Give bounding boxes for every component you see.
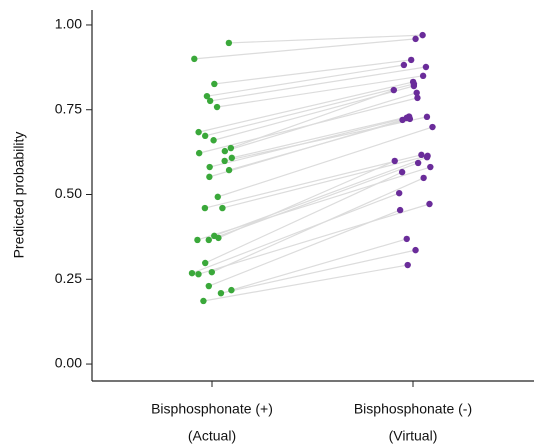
point xyxy=(213,103,221,111)
pair-line xyxy=(220,249,416,294)
point xyxy=(426,200,433,208)
y-tick-label: 0.75 xyxy=(55,100,82,116)
pair-line xyxy=(231,115,410,159)
pair-line xyxy=(208,209,401,287)
point xyxy=(221,157,228,165)
point xyxy=(398,168,406,176)
pair-line xyxy=(203,264,408,302)
point xyxy=(410,82,418,90)
x-tick-sublabel: (Virtual) xyxy=(389,428,438,444)
point xyxy=(195,149,203,157)
point xyxy=(414,159,422,167)
point xyxy=(210,137,217,144)
pair-line xyxy=(199,97,418,154)
point xyxy=(203,92,211,100)
point xyxy=(399,116,406,124)
point xyxy=(407,56,415,64)
point xyxy=(419,72,427,80)
point xyxy=(202,259,209,267)
point xyxy=(225,39,233,47)
pair-line xyxy=(205,83,415,137)
point xyxy=(414,94,421,102)
pair-line xyxy=(222,155,428,209)
point xyxy=(208,268,216,276)
point xyxy=(188,269,196,277)
point xyxy=(206,173,213,181)
pair-line xyxy=(191,192,400,274)
point xyxy=(390,86,397,94)
point xyxy=(205,282,213,290)
point xyxy=(406,115,414,123)
point xyxy=(211,80,218,88)
point xyxy=(422,63,430,71)
pair-line xyxy=(209,119,403,178)
x-tick-sublabel: (Actual) xyxy=(188,428,236,444)
pair-line xyxy=(228,34,423,44)
point xyxy=(427,163,434,171)
point xyxy=(227,144,235,152)
point xyxy=(423,154,431,161)
point xyxy=(391,157,398,165)
y-axis-label: Predicted probability xyxy=(11,132,27,259)
pair-line xyxy=(210,66,427,102)
point xyxy=(228,154,236,162)
x-tick-label: Bisphosphonate (+) xyxy=(151,401,273,417)
pair-line xyxy=(204,154,422,209)
pair-line xyxy=(231,238,407,291)
point xyxy=(225,166,233,174)
pair-line xyxy=(217,126,433,198)
point xyxy=(420,174,427,182)
point xyxy=(191,55,198,63)
point xyxy=(400,61,408,69)
point xyxy=(205,236,212,244)
point xyxy=(206,97,214,105)
pair-line xyxy=(208,162,419,241)
point xyxy=(200,297,207,305)
pair-line xyxy=(194,38,416,60)
point xyxy=(404,261,411,269)
point xyxy=(396,206,404,214)
pair-line xyxy=(198,203,430,275)
pair-line xyxy=(214,59,412,85)
pair-line xyxy=(209,117,407,168)
point xyxy=(195,270,202,278)
point xyxy=(201,204,209,212)
point xyxy=(195,128,202,136)
point xyxy=(194,236,201,244)
point xyxy=(228,286,235,294)
x-tick-label: Bisphosphonate (-) xyxy=(354,401,472,417)
y-tick-label: 0.25 xyxy=(55,270,82,286)
point xyxy=(221,147,229,155)
y-tick-label: 0.50 xyxy=(55,185,82,201)
point xyxy=(395,189,403,197)
point xyxy=(429,123,436,131)
pair-line xyxy=(197,166,431,241)
point xyxy=(214,193,221,201)
point xyxy=(403,235,410,243)
pair-line xyxy=(216,75,424,108)
y-tick-label: 0.00 xyxy=(55,355,82,371)
point xyxy=(412,246,419,254)
point xyxy=(219,204,226,212)
point xyxy=(217,289,225,297)
point xyxy=(412,35,419,43)
point xyxy=(423,113,431,121)
point xyxy=(418,151,425,159)
point xyxy=(206,163,213,171)
pair-line xyxy=(206,64,404,97)
y-tick-label: 1.00 xyxy=(55,16,82,32)
point xyxy=(413,89,420,96)
pair-line xyxy=(214,156,428,237)
point xyxy=(419,31,426,39)
point xyxy=(201,132,209,140)
point xyxy=(215,234,222,242)
pair-line xyxy=(198,81,414,133)
pair-line xyxy=(204,171,403,264)
